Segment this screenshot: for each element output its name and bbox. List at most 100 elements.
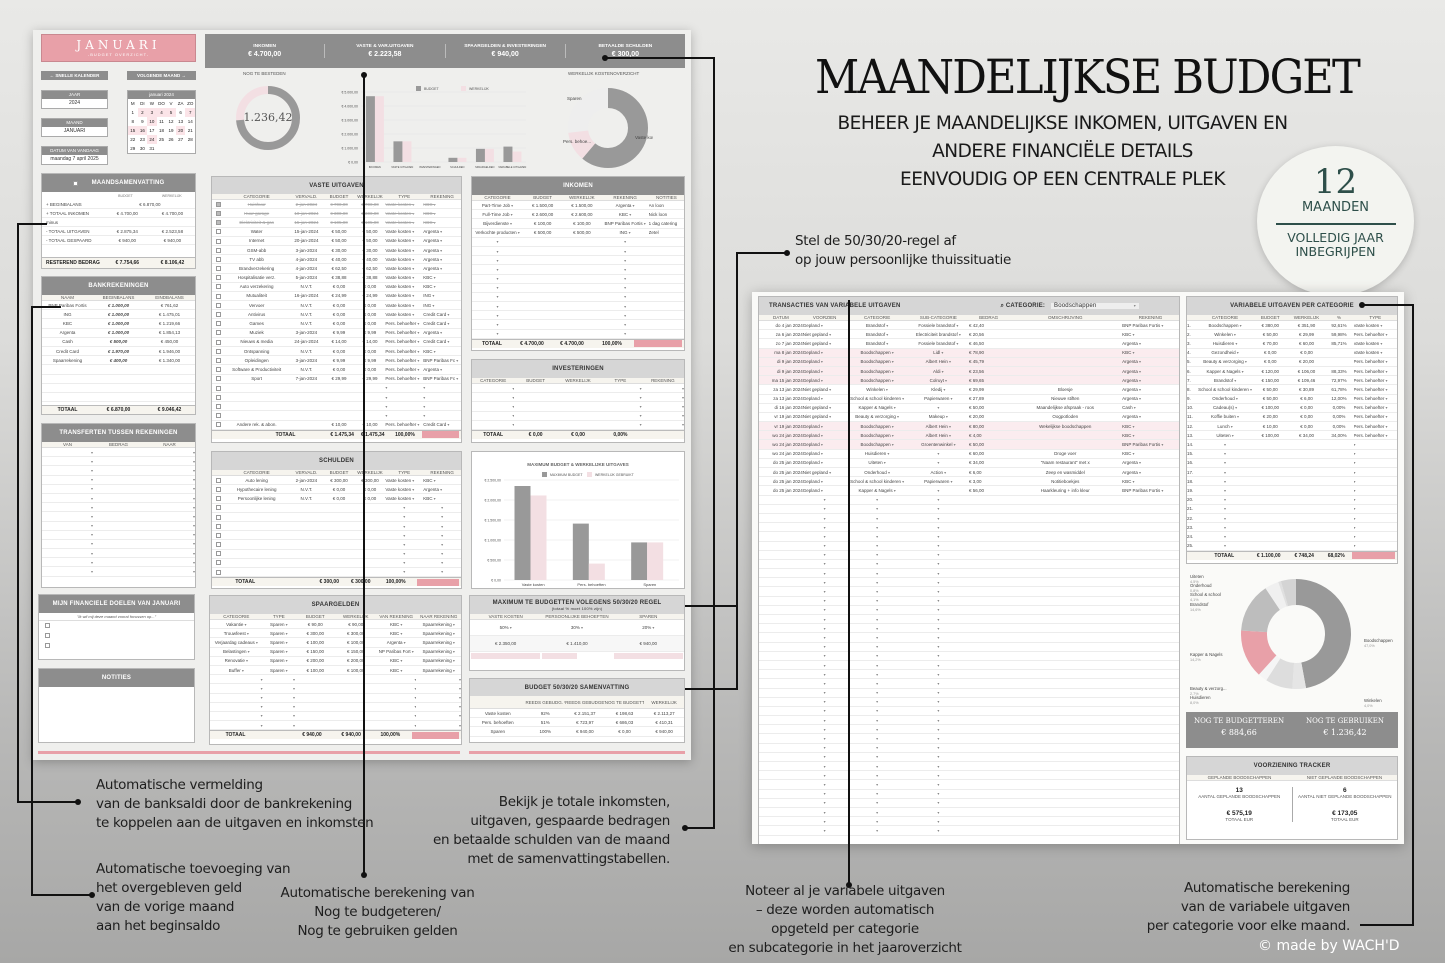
cell[interactable]: KBC ▾ (1122, 478, 1135, 484)
cell[interactable]: Pers. behoefter ▾ (1353, 331, 1388, 337)
cell[interactable]: ▾ (847, 708, 908, 713)
cell[interactable]: Groentenwinkel ▾ (921, 442, 956, 448)
calendar-day[interactable]: 28 (187, 137, 193, 142)
cell[interactable]: ▾ (908, 543, 969, 548)
cell[interactable]: Argenta ▾ (1122, 396, 1142, 402)
checkbox-icon[interactable] (215, 532, 221, 538)
cell[interactable]: ▾ (376, 713, 416, 718)
cell[interactable]: ▾ (847, 828, 908, 833)
cell[interactable]: ▾ (803, 718, 847, 723)
cell[interactable]: ▾ (1354, 525, 1397, 530)
cell[interactable]: ▾ (1354, 506, 1397, 511)
checkbox-icon[interactable] (215, 496, 221, 502)
cell[interactable]: Vaste kosten ▾ (1353, 322, 1383, 328)
cell[interactable]: ▾ (144, 532, 195, 537)
cell[interactable]: Lidl ▾ (933, 350, 944, 356)
checkbox[interactable] (212, 477, 224, 483)
cell[interactable]: Credit Card ▾ (423, 339, 450, 345)
cell[interactable]: ▾ (210, 723, 263, 728)
checkbox-icon[interactable] (215, 376, 221, 382)
cell[interactable]: ▾ (803, 663, 847, 668)
checkbox[interactable] (212, 367, 224, 373)
cell[interactable]: ▾ (908, 644, 969, 649)
cell[interactable]: Credit Card ▾ (423, 422, 450, 428)
checkbox[interactable] (212, 238, 224, 244)
cell[interactable]: ▾ (385, 569, 423, 574)
checkbox[interactable] (212, 569, 224, 575)
cell[interactable]: Argenta ▾ (423, 247, 443, 253)
cell[interactable]: ▾ (423, 569, 461, 574)
cell[interactable]: ▾ (472, 285, 523, 290)
cell[interactable]: Gepland ▾ (802, 460, 823, 466)
checkbox-icon[interactable] (215, 486, 221, 492)
checkbox-icon[interactable] (215, 422, 221, 428)
cell[interactable]: Fossiele brandstof ▾ (918, 340, 959, 346)
checkbox-icon[interactable] (72, 180, 78, 186)
cell[interactable]: ▾ (144, 505, 195, 510)
checkbox-icon[interactable] (215, 348, 221, 354)
checkbox[interactable] (212, 560, 224, 566)
cell[interactable]: Huisdieren ▾ (864, 451, 890, 457)
cell[interactable]: ▾ (602, 239, 649, 244)
cell[interactable]: Argenta ▾ (423, 366, 443, 372)
cell[interactable]: ▾ (847, 617, 908, 622)
cell[interactable]: ▾ (1354, 460, 1397, 465)
cell[interactable]: ▾ (472, 322, 523, 327)
calendar-day[interactable]: 15 (128, 126, 138, 135)
checkbox-icon[interactable] (215, 523, 221, 529)
checkbox[interactable] (212, 330, 224, 336)
checkbox-icon[interactable] (215, 413, 221, 419)
cell[interactable]: ▾ (803, 791, 847, 796)
calendar-day[interactable]: 4 (156, 108, 167, 117)
cell[interactable]: ▾ (803, 708, 847, 713)
cell[interactable]: Aldi ▾ (933, 368, 944, 374)
cell[interactable]: ▾ (602, 249, 649, 254)
notities-panel[interactable]: NOTITIES (38, 668, 195, 743)
cell[interactable]: ▾ (847, 543, 908, 548)
cell[interactable]: Sparen ▾ (270, 649, 288, 655)
cell[interactable]: ▾ (599, 422, 642, 427)
checkbox[interactable] (212, 385, 224, 391)
cell[interactable]: KBC ▾ (1122, 432, 1135, 438)
cell[interactable]: ▾ (416, 677, 461, 682)
cell[interactable]: BNP Paribas Fc ▾ (423, 357, 459, 363)
cell[interactable]: ▾ (908, 810, 969, 815)
cell[interactable]: ▾ (908, 635, 969, 640)
cell[interactable]: Vaste kosten ▾ (385, 486, 415, 492)
checkbox-icon[interactable] (215, 394, 221, 400)
checkbox[interactable] (212, 505, 224, 511)
checkbox[interactable] (212, 210, 224, 216)
checkbox-icon[interactable] (215, 477, 221, 483)
cell[interactable]: Huisdieren ▾ (1212, 340, 1238, 346)
cell[interactable]: ▾ (42, 551, 93, 556)
cell[interactable]: ▾ (803, 497, 847, 502)
cell[interactable]: ▾ (376, 695, 416, 700)
cell[interactable]: ▾ (908, 451, 969, 456)
cell[interactable]: Pers. behoefter ▾ (385, 422, 420, 428)
cell[interactable]: Uiteten ▾ (868, 460, 886, 466)
cell[interactable]: ▾ (423, 524, 461, 529)
cell[interactable]: ▾ (416, 704, 461, 709)
cell[interactable]: ▾ (908, 525, 969, 530)
cell[interactable]: Pers. behoefter ▾ (1353, 368, 1388, 374)
cell[interactable]: ▾ (908, 672, 969, 677)
cell[interactable]: ▾ (847, 745, 908, 750)
cell[interactable]: ▾ (144, 560, 195, 565)
cell[interactable]: ▾ (908, 681, 969, 686)
cell[interactable]: Gezondheid ▾ (1211, 350, 1239, 356)
calendar-day[interactable]: 16 (137, 126, 148, 135)
checkbox[interactable] (212, 339, 224, 345)
cell[interactable]: ▾ (803, 690, 847, 695)
calendar-day[interactable]: 7 (185, 108, 195, 117)
cell[interactable]: ▾ (210, 704, 263, 709)
cell[interactable]: Niet gepland ▾ (802, 331, 832, 337)
cell[interactable]: ▾ (847, 672, 908, 677)
checkbox[interactable] (212, 302, 224, 308)
checkbox[interactable] (212, 321, 224, 327)
checkbox-icon[interactable] (215, 321, 221, 327)
cell[interactable]: ▾ (847, 525, 908, 530)
checkbox[interactable] (212, 201, 224, 207)
cell[interactable]: ING ▾ (423, 293, 435, 299)
cell[interactable]: ▾ (847, 791, 908, 796)
cell[interactable]: Winkelen ▾ (866, 386, 888, 392)
